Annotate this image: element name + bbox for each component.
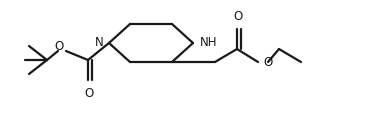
Text: O: O (233, 10, 242, 23)
Text: O: O (263, 55, 272, 69)
Text: NH: NH (200, 37, 218, 50)
Text: N: N (95, 37, 104, 50)
Text: O: O (84, 87, 94, 100)
Text: O: O (55, 41, 64, 53)
